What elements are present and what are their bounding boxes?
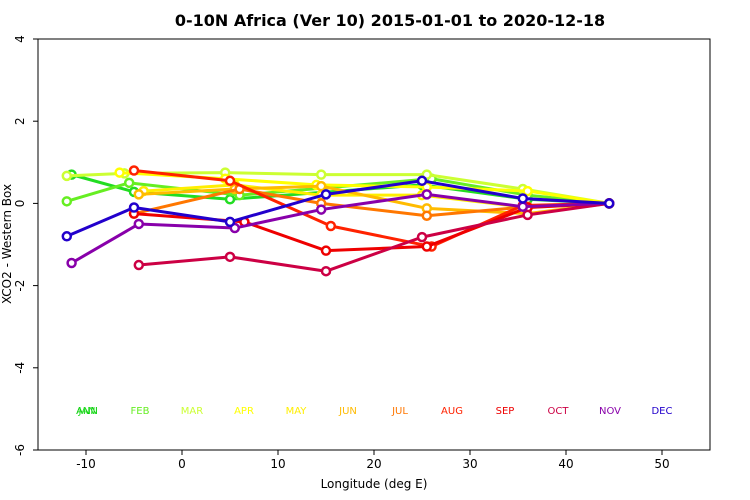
series-line [65,177,611,205]
y-tick-label: 2 [13,117,27,125]
data-point [320,189,332,200]
data-point [61,196,73,207]
plot-frame [37,38,711,451]
data-point [61,231,73,242]
data-point [315,180,327,192]
data-point [224,216,236,228]
legend-sep: SEP [496,406,515,417]
x-tick-label: 50 [654,457,669,471]
data-point [114,167,125,178]
legend-feb: FEB [131,406,150,417]
data-point [522,209,533,221]
y-axis-label: XCO2 - Western Box [0,184,14,304]
data-point [517,201,529,212]
data-point [421,210,433,221]
data-point [325,220,337,232]
data-point [61,170,73,182]
data-point [224,251,236,263]
legend-mar: MAR [181,406,203,417]
data-point [128,165,140,176]
y-tick-label: -2 [13,280,27,292]
y-tick-label: -6 [13,444,27,456]
data-point [133,218,145,230]
data-point [315,204,327,215]
x-tick-label: -10 [76,457,96,471]
data-point [416,175,428,187]
series-layer [61,165,615,277]
legend-nov: NOV [599,406,621,417]
x-tick-label: 10 [270,457,285,471]
data-point [320,265,332,277]
y-tick-label: -4 [13,362,27,374]
x-axis: -10 0 10 20 30 40 50 [76,450,670,471]
data-point [128,202,140,213]
legend-ann: ANN [76,406,98,417]
x-tick-label: 30 [462,457,477,471]
data-point [224,194,236,205]
x-axis-label: Longitude (deg E) [321,477,428,491]
data-point [133,189,145,200]
data-point [224,175,236,187]
y-tick-label: 4 [13,35,27,43]
data-point [421,189,433,200]
data-point [123,177,135,189]
legend-may: MAY [286,406,308,417]
data-point [421,241,433,252]
y-axis: -6 -4 -2 0 2 4 [13,35,38,456]
legend-jul: JUL [391,406,408,417]
x-tick-label: 0 [178,457,186,471]
series-dec [61,175,615,242]
data-point [416,231,428,243]
chart-title: 0-10N Africa (Ver 10) 2015-01-01 to 2020… [175,11,605,30]
legend-dec: DEC [651,406,672,417]
y-tick-label: 0 [13,200,27,208]
legend-oct: OCT [548,406,570,417]
data-point [603,198,615,209]
legend-jan: JAN [77,406,95,417]
legend-apr: APR [234,406,254,417]
legend-aug: AUG [441,406,463,417]
series-line [137,201,611,273]
data-point [133,259,145,271]
data-point [320,245,332,256]
x-tick-label: 40 [558,457,573,471]
data-point [522,185,533,197]
data-point [66,257,77,269]
data-point [315,169,327,180]
legend-jun: JUN [338,406,357,417]
x-tick-label: 20 [366,457,381,471]
data-point [517,193,529,204]
